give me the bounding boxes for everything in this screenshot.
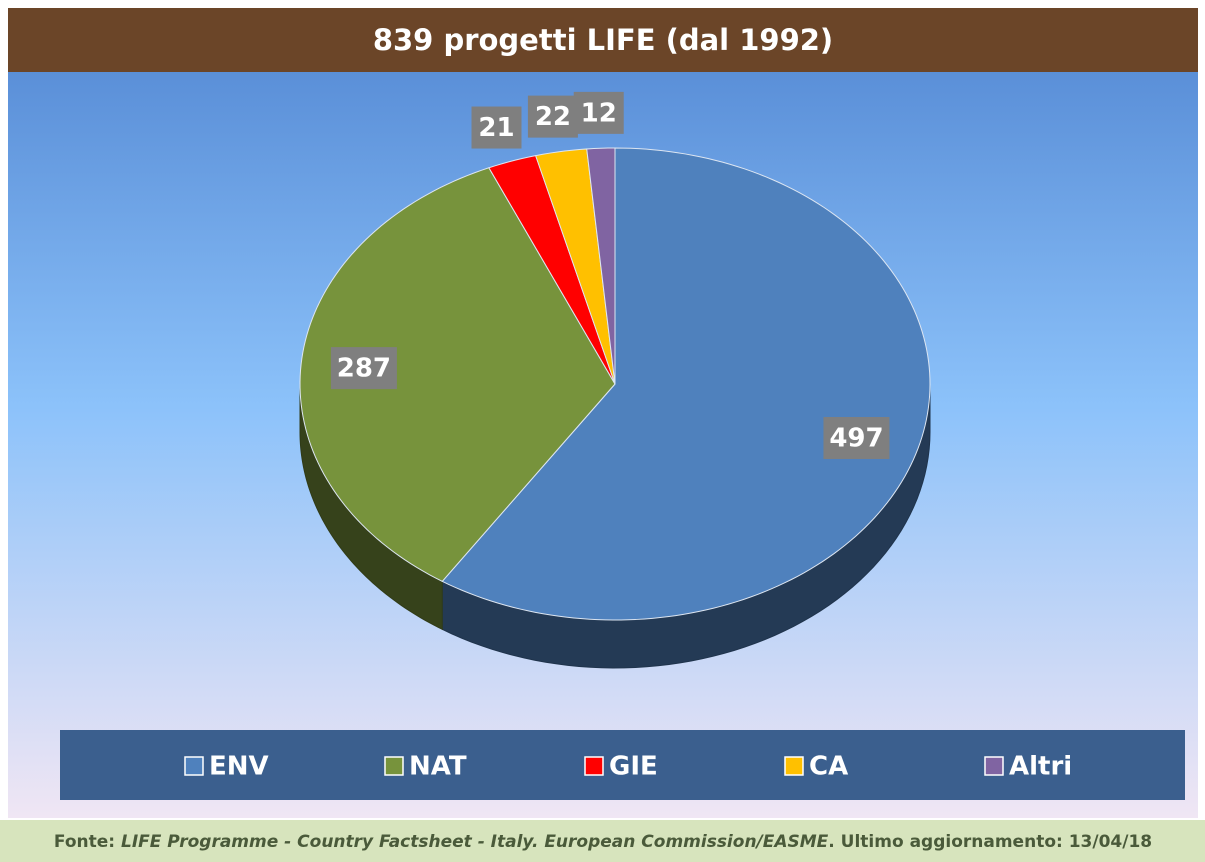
legend-label: NAT (409, 752, 467, 782)
data-label: 12 (581, 98, 617, 128)
data-label: 22 (535, 102, 571, 132)
footer-label: Fonte: (54, 832, 115, 852)
legend-swatch (784, 756, 804, 776)
legend-label: Altri (1009, 752, 1072, 782)
chart-title: 839 progetti LIFE (dal 1992) (373, 23, 833, 57)
data-label: 497 (829, 424, 883, 454)
slice (299, 167, 616, 582)
legend-swatch (384, 756, 404, 776)
legend-swatch (984, 756, 1004, 776)
footer: Fonte: LIFE Programme - Country Factshee… (54, 832, 1152, 852)
footer-bar (0, 820, 1205, 862)
legend-label: GIE (609, 752, 658, 782)
data-label: 21 (478, 113, 514, 143)
legend-label: ENV (209, 752, 269, 782)
title-bar (8, 8, 1198, 72)
slice (534, 148, 616, 385)
footer-update: . Ultimo aggiornamento: 13/04/18 (828, 832, 1152, 852)
data-label-box (527, 95, 578, 138)
legend-swatch (184, 756, 204, 776)
slice (488, 155, 616, 385)
legend-swatch (584, 756, 604, 776)
data-label-box (471, 106, 522, 149)
footer-source: LIFE Programme - Country Factsheet - Ita… (121, 832, 829, 852)
data-label-box (573, 91, 624, 134)
slice (586, 147, 616, 385)
slice (441, 147, 931, 621)
data-label-box (823, 417, 890, 460)
legend-label: CA (809, 752, 848, 782)
data-label-box (330, 347, 397, 390)
data-label: 287 (337, 354, 391, 384)
